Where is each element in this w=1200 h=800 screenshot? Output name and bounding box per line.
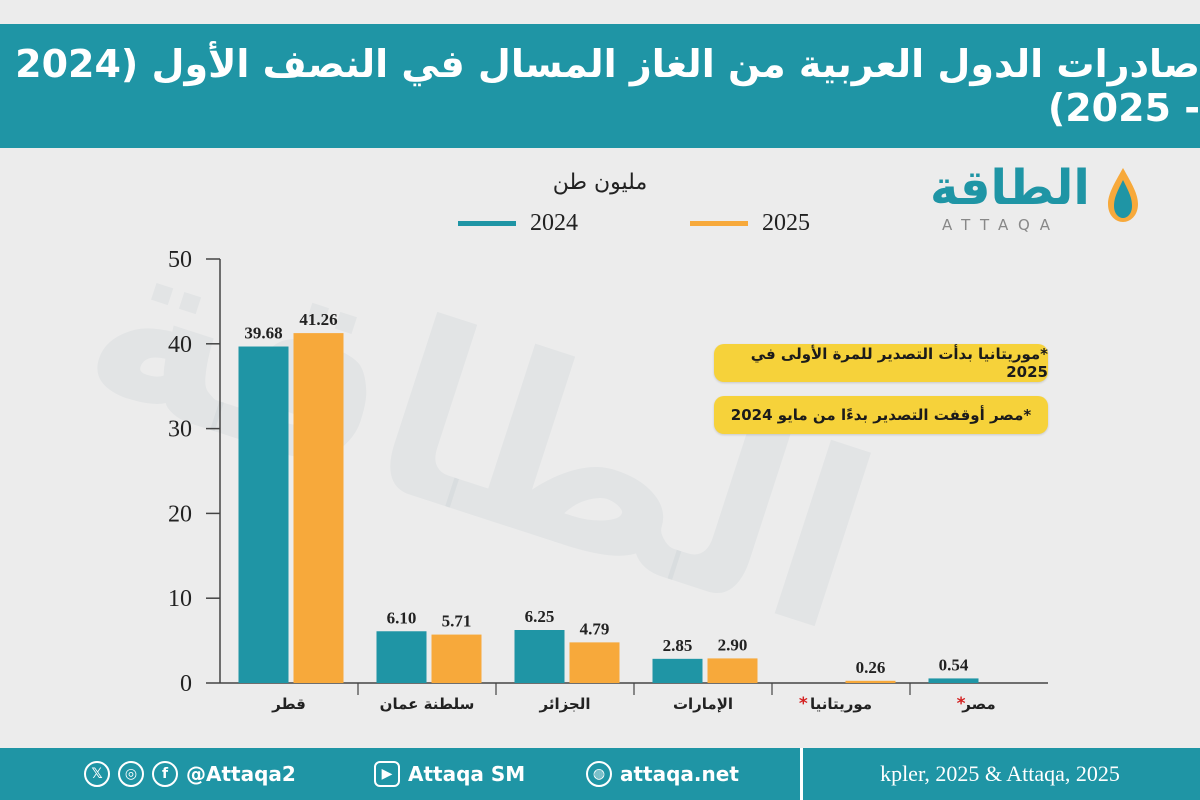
data-label-2024: 6.25: [525, 607, 555, 626]
top-strip: [0, 0, 1200, 24]
instagram-icon[interactable]: ◎: [118, 761, 144, 787]
data-label-2025: 4.79: [580, 619, 610, 638]
note-egypt: *مصر أوقفت التصدير بدءًا من مايو 2024: [714, 396, 1048, 434]
data-label-2024: 39.68: [244, 324, 282, 343]
y-tick-label: 40: [168, 332, 192, 358]
legend-label-2024: 2024: [530, 210, 578, 236]
page-title: صادرات الدول العربية من الغاز المسال في …: [15, 42, 1200, 130]
bar-2024: [376, 631, 427, 683]
data-label-2025: 2.90: [718, 635, 748, 654]
y-tick-label: 0: [180, 671, 192, 697]
logo-subtitle: ATTAQA: [942, 216, 1061, 234]
globe-icon[interactable]: ◍: [586, 761, 612, 787]
legend-label-2025: 2025: [762, 210, 810, 236]
x-icon[interactable]: 𝕏: [84, 761, 110, 787]
x-tick-label: الجزائر: [538, 695, 590, 713]
x-tick-label: موريتانيا: [810, 695, 872, 713]
social-handle-group[interactable]: 𝕏 ◎ f @Attaqa2: [84, 752, 296, 796]
logo-text: الطاقة: [930, 160, 1090, 216]
data-label-2024: 6.10: [387, 608, 417, 627]
note-mauritania: *موريتانيا بدأت التصدير للمرة الأولى في …: [714, 344, 1048, 382]
y-tick-label: 30: [168, 417, 192, 443]
unit-label: مليون طن: [552, 170, 648, 195]
bar-2024: [652, 658, 703, 683]
bar-2024: [928, 678, 979, 683]
drop-icon: [1108, 168, 1138, 222]
data-label-2025: 41.26: [299, 310, 337, 329]
youtube-handle[interactable]: Attaqa SM: [408, 762, 526, 786]
footer-divider: [800, 748, 803, 800]
bar-2025: [431, 634, 482, 683]
bar-2025: [293, 333, 344, 683]
facebook-icon[interactable]: f: [152, 761, 178, 787]
attaqa-logo: الطاقة ATTAQA: [930, 160, 1150, 240]
legend-item-2025: 2025: [690, 210, 810, 237]
x-tick-label: مصر: [961, 695, 995, 713]
y-tick-label: 50: [168, 247, 192, 273]
asterisk-marker: *: [799, 694, 808, 714]
bar-2024: [514, 630, 565, 683]
website-link[interactable]: attaqa.net: [620, 762, 739, 786]
y-tick-label: 10: [168, 586, 192, 612]
website-group[interactable]: ◍ attaqa.net: [586, 752, 739, 796]
x-tick-label: سلطنة عمان: [380, 695, 475, 713]
data-label-2024: 0.54: [939, 655, 969, 674]
x-tick-label: الإمارات: [673, 695, 733, 713]
data-label-2025: 0.26: [856, 658, 886, 677]
bar-2025: [707, 658, 758, 683]
x-tick-label: قطر: [271, 695, 306, 713]
header-bar: [0, 24, 1200, 148]
source-text: kpler, 2025 & Attaqa, 2025: [880, 761, 1120, 786]
asterisk-marker: *: [957, 694, 966, 714]
youtube-icon[interactable]: ▶: [374, 761, 400, 787]
legend-item-2024: 2024: [458, 210, 578, 237]
bar-2025: [569, 642, 620, 683]
data-label-2024: 2.85: [663, 636, 693, 655]
legend-swatch-2025: [690, 221, 748, 226]
bar-chart: 0 10 20 30 40 50 39.68 41.26 قطر 6.10 5.71 سلطنة عم…: [168, 247, 1048, 714]
social-handle[interactable]: @Attaqa2: [186, 762, 296, 786]
bar-2024: [238, 346, 289, 683]
legend-swatch-2024: [458, 221, 516, 226]
youtube-group[interactable]: ▶ Attaqa SM: [374, 752, 525, 796]
bar-2025: [845, 680, 896, 683]
y-tick-label: 20: [168, 501, 192, 527]
data-label-2025: 5.71: [442, 612, 472, 631]
